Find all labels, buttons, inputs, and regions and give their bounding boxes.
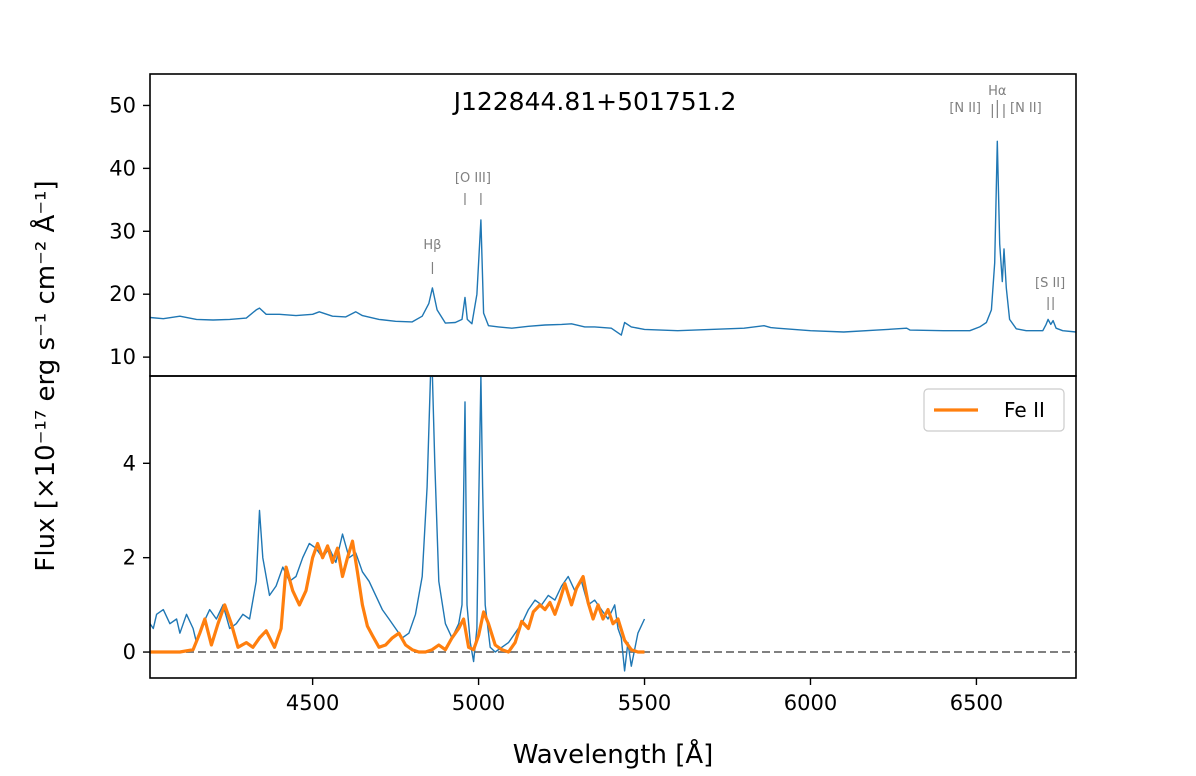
emission-line-label: [S II]: [1035, 276, 1065, 291]
emission-line-label: Hβ: [423, 238, 441, 253]
legend: Fe II: [923, 388, 1065, 432]
bottom-y-tick-label: 2: [123, 546, 136, 570]
bottom-y-tick-label: 0: [123, 640, 136, 664]
fe-ii-line: [150, 539, 645, 654]
top-panel: 10 20 30 40 50 J122844.81+501751.2 Hβ [O III] Hα…: [109, 73, 1077, 377]
x-axis-title: Wavelength [Å]: [513, 738, 714, 770]
top-y-tick-label: 40: [109, 156, 136, 180]
top-y-tick-label: 30: [109, 219, 136, 243]
y-axis-title: Flux [×10⁻¹⁷ erg s⁻¹ cm⁻² Å⁻¹]: [29, 180, 61, 571]
bottom-axes-frame: [149, 375, 1077, 679]
chart-title: J122844.81+501751.2: [452, 87, 737, 116]
x-tick-label: 6000: [784, 691, 837, 715]
top-y-tick-label: 20: [109, 282, 136, 306]
x-tick-label: 4500: [286, 691, 339, 715]
emission-line-label: [O III]: [455, 171, 491, 186]
emission-line-label: Hα: [988, 84, 1006, 99]
top-y-tick-label: 10: [109, 345, 136, 369]
x-tick-label: 5000: [452, 691, 505, 715]
emission-line-label: [N II]: [949, 101, 981, 116]
bottom-spectrum-line: [150, 376, 646, 672]
x-tick-label: 5500: [618, 691, 671, 715]
top-y-tick-label: 50: [109, 93, 136, 117]
emission-line-label: [N II]: [1010, 101, 1042, 116]
bottom-panel: 0 2 4 4500 5000 5500 6000 6500 Fe II: [123, 375, 1077, 715]
top-spectrum-line: [150, 140, 1076, 336]
legend-box: [923, 388, 1065, 432]
legend-fe-ii-label: Fe II: [1004, 398, 1045, 422]
x-tick-label: 6500: [950, 691, 1003, 715]
bottom-y-tick-label: 4: [123, 451, 136, 475]
